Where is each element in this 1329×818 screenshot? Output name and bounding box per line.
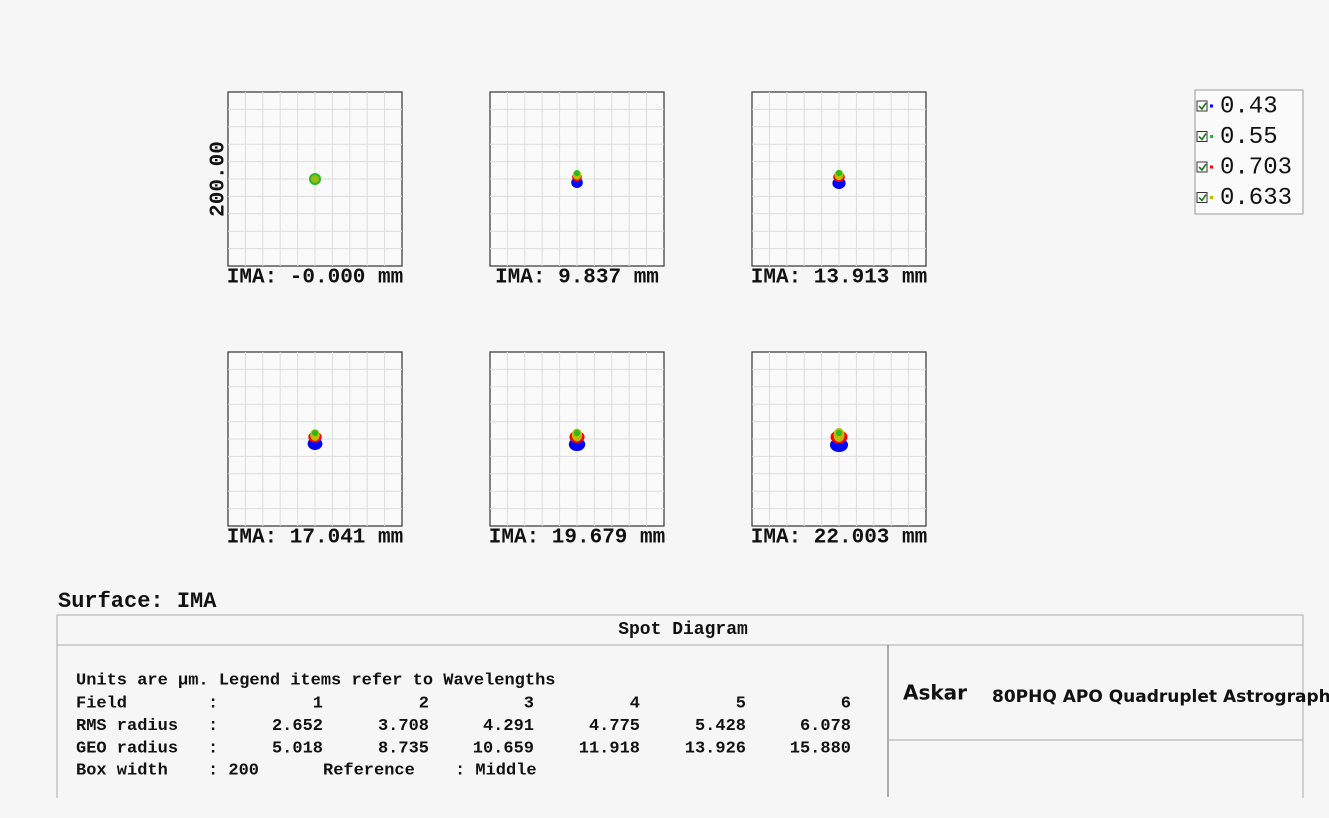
check-mark xyxy=(1198,194,1207,202)
table-cell: 3.708 xyxy=(378,717,429,736)
table-cell: : xyxy=(208,717,218,736)
check-mark xyxy=(1198,102,1207,111)
legend-swatch xyxy=(1210,135,1213,138)
spot-panel: IMA: 22.003 mm xyxy=(751,351,927,550)
spot-panel: IMA: 13.913 mm xyxy=(751,91,927,290)
legend-swatch xyxy=(1210,165,1213,169)
legend-entry: 0.55 xyxy=(1220,124,1278,151)
surface-label: Surface: IMA xyxy=(58,589,217,614)
legend-checkbox[interactable] xyxy=(1196,192,1208,203)
table-cell: 2.652 xyxy=(272,717,323,736)
table-cell: 5 xyxy=(736,694,746,713)
table-cell: 6.078 xyxy=(800,717,851,736)
table-cell: 4 xyxy=(630,694,640,713)
bottom-cover xyxy=(50,798,1320,818)
axis-label: 200.00 xyxy=(208,141,231,217)
table-cell: 1 xyxy=(313,694,323,713)
table-cell: 11.918 xyxy=(579,739,640,758)
table-cell: 6 xyxy=(841,694,851,713)
table-cell: : xyxy=(208,739,218,758)
table-footer: Reference xyxy=(323,761,415,780)
panel-label: IMA: 17.041 mm xyxy=(227,527,403,550)
legend-checkbox[interactable] xyxy=(1196,161,1208,173)
legend-checkbox[interactable] xyxy=(1196,100,1208,112)
table-footer: : 200 xyxy=(208,761,259,780)
table-cell: 5.018 xyxy=(272,739,323,758)
spot xyxy=(312,430,318,436)
table-cell: 4.291 xyxy=(483,717,534,736)
table-cell: 5.428 xyxy=(695,717,746,736)
spot xyxy=(836,430,842,436)
table-cell: 8.735 xyxy=(378,739,429,758)
legend-checkbox[interactable] xyxy=(1196,131,1208,142)
table-cell: RMS radius xyxy=(76,717,178,736)
spot-panel: IMA: 9.837 mm xyxy=(489,91,665,290)
spot-panel: IMA: -0.000 mm xyxy=(227,91,403,290)
table-title: Spot Diagram xyxy=(618,620,748,640)
spot-panel: IMA: 17.041 mm xyxy=(227,351,403,550)
table-cell: 10.659 xyxy=(473,739,534,758)
table-footer: : Middle xyxy=(455,761,537,780)
legend-box xyxy=(1194,89,1304,215)
table-cell: 4.775 xyxy=(589,717,640,736)
table-cell: GEO radius xyxy=(76,739,178,758)
legend-entry: 0.633 xyxy=(1220,185,1292,212)
table-cell: : xyxy=(208,694,218,713)
table-note: Units are µm. Legend items refer to Wave… xyxy=(76,671,555,690)
table-cell: 2 xyxy=(419,694,429,713)
legend-entry: 0.703 xyxy=(1220,154,1292,181)
info-frame xyxy=(56,614,1304,816)
spot xyxy=(574,170,580,176)
spot xyxy=(311,175,319,183)
product-name: 80PHQ APO Quadruplet Astrograph xyxy=(992,687,1329,707)
legend-swatch xyxy=(1210,104,1213,108)
spot xyxy=(574,430,580,436)
panel-label: IMA: 22.003 mm xyxy=(751,527,927,550)
legend-swatch xyxy=(1210,196,1213,199)
legend-entry: 0.43 xyxy=(1220,93,1278,120)
table-cell: 3 xyxy=(524,694,534,713)
check-mark xyxy=(1198,133,1207,141)
table-footer: Box width xyxy=(76,761,168,780)
panel-label: IMA: 9.837 mm xyxy=(495,267,659,290)
table-cell: 15.880 xyxy=(790,739,851,758)
check-mark xyxy=(1198,163,1207,172)
brand-logo: Askar xyxy=(903,681,967,705)
spot-panel: IMA: 19.679 mm xyxy=(489,351,665,550)
panel-label: IMA: 19.679 mm xyxy=(489,527,665,550)
panel-label: IMA: 13.913 mm xyxy=(751,267,927,290)
spot xyxy=(836,170,842,176)
table-cell: Field xyxy=(76,694,127,713)
table-cell: 13.926 xyxy=(685,739,746,758)
panel-label: IMA: -0.000 mm xyxy=(227,267,403,290)
